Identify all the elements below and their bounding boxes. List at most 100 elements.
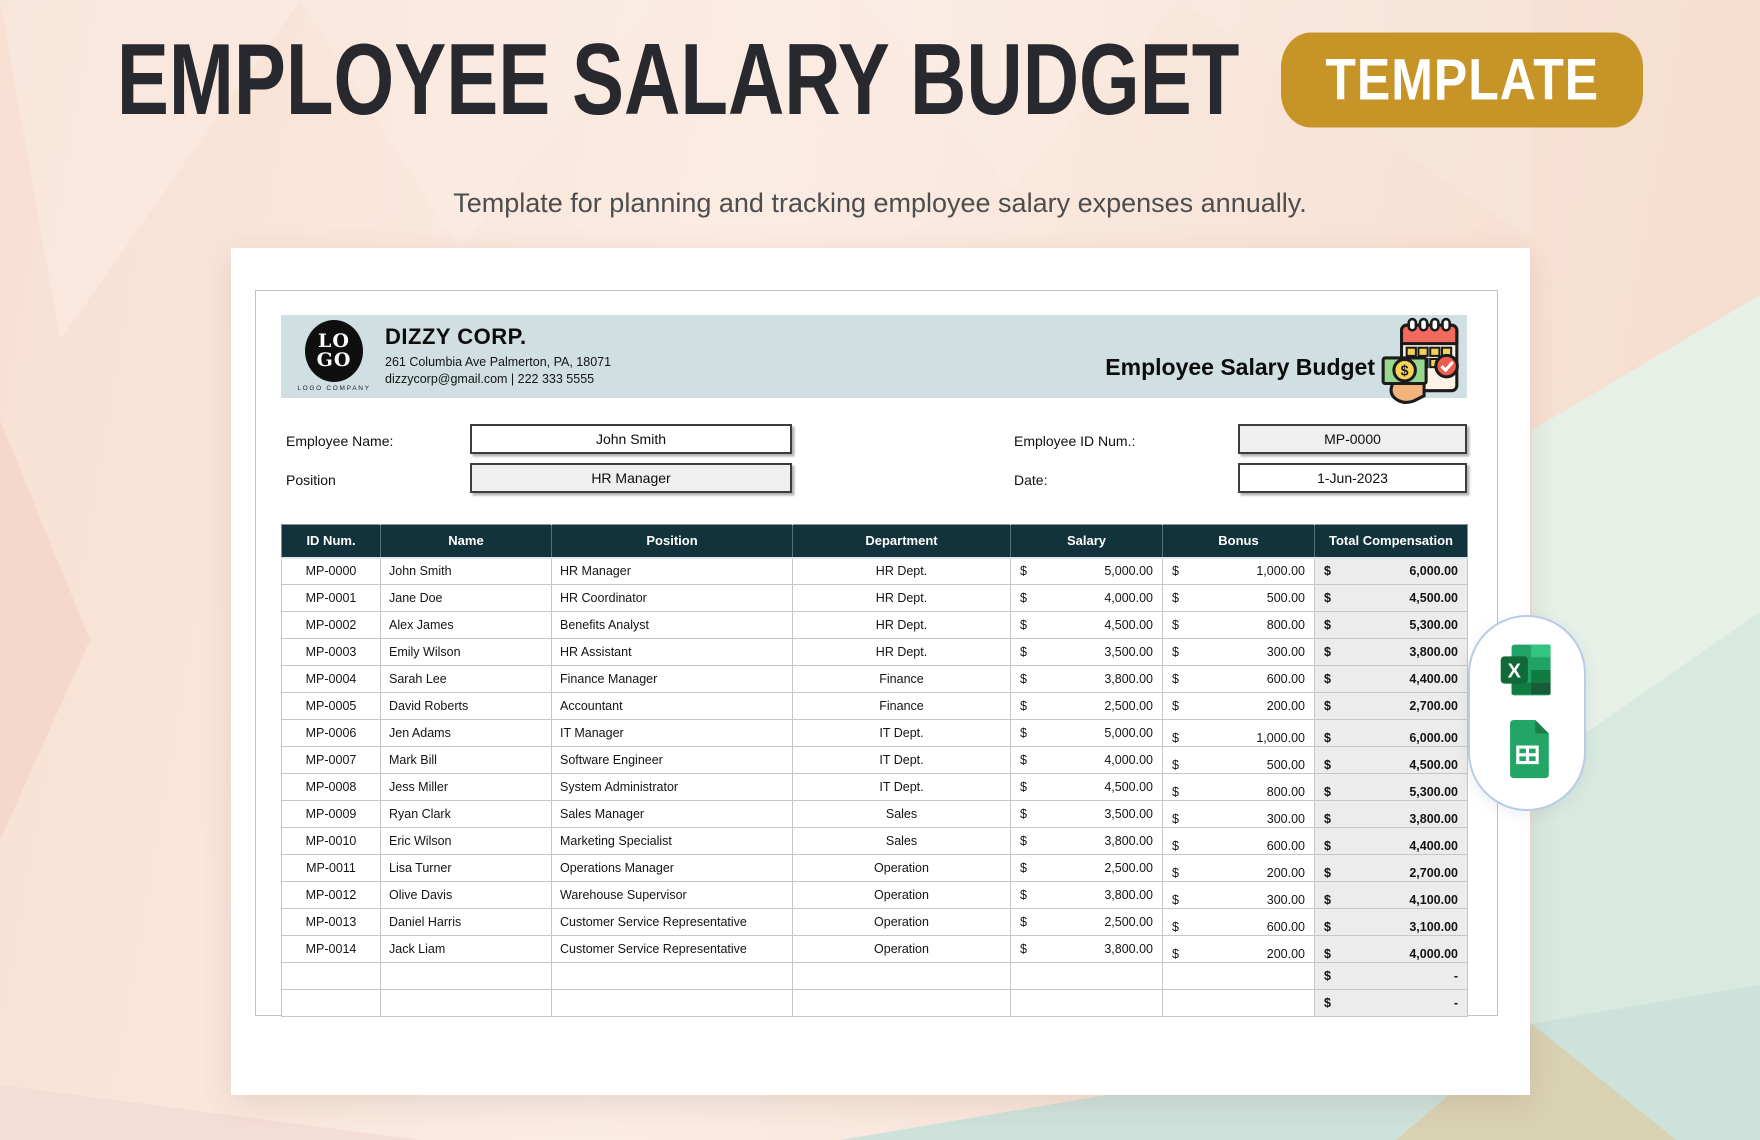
page-subtitle: Template for planning and tracking emplo…	[453, 188, 1307, 218]
table-cell: $6,000.00	[1314, 719, 1468, 747]
table-cell	[380, 962, 552, 990]
table-cell: $5,000.00	[1010, 557, 1163, 585]
table-cell: Finance Manager	[551, 665, 793, 693]
file-format-badge[interactable]: X	[1468, 615, 1586, 811]
table-cell: John Smith	[380, 557, 552, 585]
table-cell: MP-0001	[281, 584, 381, 612]
table-cell: Customer Service Representative	[551, 908, 793, 936]
table-cell: Mark Bill	[380, 746, 552, 774]
table-cell: Jack Liam	[380, 935, 552, 963]
table-cell: Operation	[792, 881, 1011, 909]
table-cell: Sales Manager	[551, 800, 793, 828]
table-cell: $1,000.00	[1162, 557, 1315, 585]
table-cell: $2,500.00	[1010, 692, 1163, 720]
table-cell: Benefits Analyst	[551, 611, 793, 639]
table-cell	[380, 989, 552, 1017]
company-address: 261 Columbia Ave Palmerton, PA, 18071	[385, 355, 612, 369]
table-cell: MP-0014	[281, 935, 381, 963]
date-field[interactable]: 1-Jun-2023	[1238, 463, 1467, 493]
table-cell: $3,500.00	[1010, 638, 1163, 666]
table-cell: Accountant	[551, 692, 793, 720]
employee-name-field[interactable]: John Smith	[470, 424, 792, 454]
table-cell: $500.00	[1162, 746, 1315, 774]
company-name: DIZZY CORP.	[385, 324, 527, 349]
table-cell: $ -	[1314, 962, 1468, 990]
table-row: MP-0000 John Smith HR Manager HR Dept. $5,00…	[281, 557, 1468, 585]
logo-text-top: LO	[318, 330, 350, 353]
google-sheets-icon[interactable]	[1504, 718, 1551, 785]
table-cell: $800.00	[1162, 773, 1315, 801]
table-cell: Operation	[792, 854, 1011, 882]
table-cell: $600.00	[1162, 908, 1315, 936]
table-cell: MP-0004	[281, 665, 381, 693]
table-cell: $3,500.00	[1010, 800, 1163, 828]
table-cell	[1010, 962, 1163, 990]
table-cell: Ryan Clark	[380, 800, 552, 828]
table-cell: Sales	[792, 800, 1011, 828]
table-cell: IT Dept.	[792, 773, 1011, 801]
table-cell: $4,000.00	[1314, 935, 1468, 963]
table-cell	[792, 989, 1011, 1017]
table-row: MP-0008 Jess Miller System Administrator IT…	[281, 773, 1468, 801]
template-badge: TEMPLATE	[1281, 31, 1644, 128]
table-row: MP-0014 Jack Liam Customer Service Represe…	[281, 935, 1468, 963]
table-cell: HR Dept.	[792, 584, 1011, 612]
table-cell: Marketing Specialist	[551, 827, 793, 855]
table-cell: MP-0010	[281, 827, 381, 855]
table-cell: Sarah Lee	[380, 665, 552, 693]
table-row: MP-0001 Jane Doe HR Coordinator HR Dept. $4,…	[281, 584, 1468, 612]
table-row: MP-0010 Eric Wilson Marketing Specialist Sa…	[281, 827, 1468, 855]
table-cell	[792, 962, 1011, 990]
table-cell	[551, 962, 793, 990]
table-cell: MP-0008	[281, 773, 381, 801]
table-cell: $200.00	[1162, 854, 1315, 882]
table-cell: $1,000.00	[1162, 719, 1315, 747]
table-cell: Operations Manager	[551, 854, 793, 882]
salary-table: ID Num. Name Position Department Salary Bonus…	[281, 524, 1468, 1017]
table-cell: Eric Wilson	[380, 827, 552, 855]
table-cell: $3,800.00	[1010, 935, 1163, 963]
empty-table-row: $ -	[281, 962, 1468, 990]
table-cell: $800.00	[1162, 611, 1315, 639]
table-cell: HR Dept.	[792, 638, 1011, 666]
table-row: MP-0007 Mark Bill Software Engineer IT Dept…	[281, 746, 1468, 774]
table-cell: $3,800.00	[1010, 827, 1163, 855]
table-cell: $2,500.00	[1010, 854, 1163, 882]
employee-id-field[interactable]: MP-0000	[1238, 424, 1467, 454]
empty-table-row: $ -	[281, 989, 1468, 1017]
company-logo: LO GO LOGO COMPANY	[297, 320, 371, 392]
table-row: MP-0009 Ryan Clark Sales Manager Sales $3,50…	[281, 800, 1468, 828]
column-header: Name	[380, 524, 552, 559]
table-cell: $4,400.00	[1314, 665, 1468, 693]
letterhead-right: Employee Salary Budget	[1105, 315, 1461, 404]
table-cell: $600.00	[1162, 827, 1315, 855]
table-cell: Jen Adams	[380, 719, 552, 747]
table-row: MP-0002 Alex James Benefits Analyst HR Dept…	[281, 611, 1468, 639]
position-field[interactable]: HR Manager	[470, 463, 792, 493]
table-cell: Software Engineer	[551, 746, 793, 774]
table-cell: HR Dept.	[792, 557, 1011, 585]
page-title: EMPLOYEE SALARY BUDGET	[116, 21, 1240, 137]
table-cell	[1010, 989, 1163, 1017]
table-cell: $5,300.00	[1314, 611, 1468, 639]
svg-text:X: X	[1508, 660, 1522, 682]
table-cell: Jane Doe	[380, 584, 552, 612]
logo-circle-icon: LO GO	[305, 320, 363, 382]
calendar-money-icon: $	[1381, 317, 1461, 405]
table-cell: $200.00	[1162, 692, 1315, 720]
table-row: MP-0011 Lisa Turner Operations Manager Oper…	[281, 854, 1468, 882]
excel-icon[interactable]: X	[1498, 641, 1556, 704]
table-row: MP-0004 Sarah Lee Finance Manager Finance $3…	[281, 665, 1468, 693]
company-contact: dizzycorp@gmail.com | 222 333 5555	[385, 372, 595, 387]
letterhead: LO GO LOGO COMPANY DIZZY CORP. 261 Colum…	[281, 315, 1467, 404]
table-cell: $4,500.00	[1010, 773, 1163, 801]
table-cell: David Roberts	[380, 692, 552, 720]
table-cell: $300.00	[1162, 638, 1315, 666]
table-cell	[1162, 989, 1315, 1017]
logo-text-bottom: GO	[316, 349, 352, 371]
table-cell: $ -	[1314, 989, 1468, 1017]
template-preview-card: LO GO LOGO COMPANY DIZZY CORP. 261 Colum…	[231, 248, 1530, 1095]
table-cell: $4,500.00	[1314, 584, 1468, 612]
table-cell: MP-0007	[281, 746, 381, 774]
